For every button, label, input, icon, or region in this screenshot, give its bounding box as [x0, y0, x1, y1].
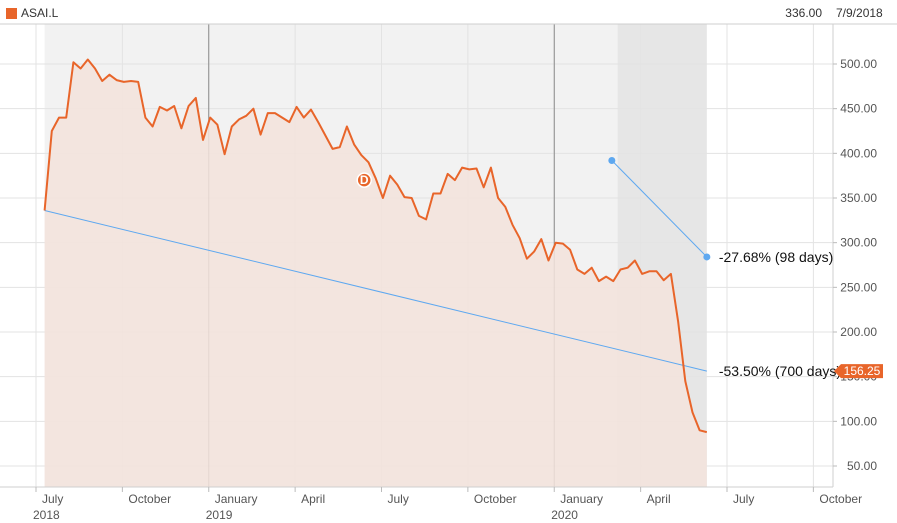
trend-endpoint — [703, 253, 711, 261]
x-tick-label: October — [128, 492, 171, 506]
x-tick-label: January — [215, 492, 258, 506]
trend-line — [611, 160, 708, 258]
y-tick-label: 300.00 — [840, 236, 877, 250]
trend-endpoint — [608, 156, 616, 164]
y-tick-label: 350.00 — [840, 191, 877, 205]
y-tick-label: 500.00 — [840, 57, 877, 71]
price-area-fill — [44, 59, 707, 487]
trend-layer — [44, 156, 711, 372]
series-legend-swatch — [6, 8, 17, 19]
x-tick-label: July — [42, 492, 63, 506]
y-tick-label: 200.00 — [840, 325, 877, 339]
x-tick-label: July — [388, 492, 409, 506]
y-tick-label: 450.00 — [840, 102, 877, 116]
y-tick-label: 250.00 — [840, 280, 877, 294]
x-tick-label: October — [819, 492, 862, 506]
axis-layer — [0, 23, 897, 492]
price-line — [43, 58, 708, 434]
dividend-marker-label: D — [360, 173, 369, 187]
x-tick-label: January — [560, 492, 603, 506]
x-tick-year-label: 2019 — [206, 508, 233, 522]
x-tick-label: July — [733, 492, 754, 506]
trend-label: -27.68% (98 days) — [719, 249, 833, 265]
ticker-label: ASAI.L — [21, 6, 59, 20]
area-layer — [44, 59, 707, 487]
x-tick-label: April — [301, 492, 325, 506]
last-value-badge — [834, 364, 883, 379]
chart-header: ASAI.L 336.00 7/9/2018 — [0, 0, 897, 24]
x-tick-label: October — [474, 492, 517, 506]
x-tick-label: April — [647, 492, 671, 506]
x-tick-year-label: 2020 — [551, 508, 578, 522]
trend-line — [44, 210, 707, 372]
label-layer: -53.50% (700 days) -27.68% (98 days) D 50.0… — [33, 57, 883, 522]
y-tick-label: 50.00 — [847, 459, 877, 473]
x-tick-year-label: 2018 — [33, 508, 60, 522]
dividend-marker — [356, 172, 372, 188]
last-value-badge-text: 156.25 — [844, 364, 881, 378]
trend-label: -53.50% (700 days) — [719, 363, 841, 379]
line-layer — [43, 58, 708, 434]
y-tick-label: 100.00 — [840, 414, 877, 428]
header-price: 336.00 — [785, 6, 822, 20]
header-date: 7/9/2018 — [836, 6, 883, 20]
y-tick-label: 400.00 — [840, 146, 877, 160]
